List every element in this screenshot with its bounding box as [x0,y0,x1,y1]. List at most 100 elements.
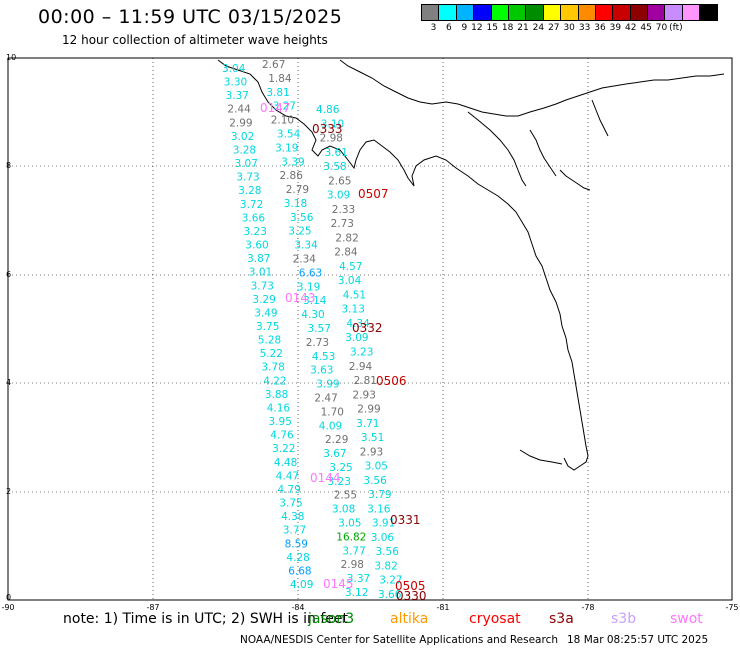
wave-height-value: 2.73 [306,337,329,349]
wave-height-value: 2.99 [229,117,252,129]
x-tick-label: -90 [1,603,14,612]
wave-height-value: 3.66 [378,589,402,601]
wave-height-value: 3.09 [327,190,350,202]
pass-time-label: 0332 [352,321,383,335]
wave-height-value: 3.63 [310,365,333,377]
legend-labels: 3 6 9 12 15 18 21 24 27 30 33 36 39 42 45 70 (ft) [421,23,717,33]
x-tick-label: -78 [581,603,594,612]
wave-height-value: 3.57 [308,323,331,335]
pass-time-label: 0145 [323,577,354,591]
legend-value: 70 [655,23,668,33]
pass-time-label: 0331 [390,513,421,527]
wave-height-value: 4.16 [267,403,291,415]
y-tick-label: 2 [6,487,11,496]
color-legend: 3 6 9 12 15 18 21 24 27 30 33 36 39 42 45 70 (ft) [421,4,718,33]
track-a: 3.043.303.372.442.993.023.283.073.733.28… [222,63,313,591]
y-tick-label: 4 [6,378,11,387]
wave-height-value: 3.28 [233,145,256,157]
pass-time-label: 0333 [312,122,343,136]
wave-height-value: 3.56 [376,546,400,558]
wave-height-value: 3.27 [273,101,296,113]
legend-swatches [421,4,718,21]
wave-height-value: 2.98 [341,559,364,571]
legend-value: 6 [446,23,452,33]
pass-time-label: 0505 [395,579,426,593]
legend-value: 39 [609,23,622,33]
legend-value: 24 [532,23,545,33]
wave-height-value: 2.65 [328,175,351,187]
wave-height-value: 3.22 [272,443,295,455]
wave-height-value: 2.81 [354,375,377,387]
pass-labels: 0147 0333 0507 0143 0332 0506 0144 0331 0145 0505… [260,101,427,603]
wave-height-value: 3.01 [249,267,272,279]
wave-height-value: 3.56 [363,475,387,487]
wave-height-value: 2.47 [314,393,337,405]
wave-height-value: 3.06 [371,532,395,544]
wave-height-value: 3.72 [240,199,263,211]
wave-height-value: 3.73 [236,172,259,184]
wave-height-value: 3.23 [244,226,267,238]
wave-height-value: 3.54 [277,129,301,141]
wave-height-value: 4.51 [343,289,366,301]
generated-timestamp: 18 Mar 08:25:57 UTC 2025 [567,634,709,646]
wave-height-value: 3.13 [342,304,365,316]
wave-height-value: 3.95 [269,416,292,428]
y-tick-label: 10 [6,53,16,62]
wave-height-value: 3.34 [294,240,318,252]
wave-height-value: 3.73 [251,280,274,292]
wave-height-value: 4.09 [319,420,342,432]
wave-height-value: 4.57 [339,261,362,273]
wave-height-value: 3.27 [379,575,402,587]
wave-height-value: 3.02 [231,131,254,143]
wave-height-value: 3.05 [338,518,361,530]
wave-height-value: 2.99 [357,404,380,416]
graticule [8,58,732,600]
wave-height-value: 3.14 [303,295,327,307]
satellite-label-altika: altika [390,611,429,627]
wave-height-value: 3.67 [323,448,346,460]
wave-height-value: 5.22 [260,348,283,360]
wave-height-value: 3.30 [224,77,247,89]
wave-height-value: 8.59 [285,538,308,550]
wave-height-value: 3.18 [284,198,307,210]
wave-height-value: 2.33 [332,204,355,216]
y-axis-ticks: 10 8 6 4 2 0 [6,53,16,602]
legend-value: 18 [501,23,514,33]
wave-height-value: 3.58 [323,161,346,173]
satellite-label-jason3: jason3 [308,611,355,627]
wave-height-value: 3.29 [252,294,275,306]
pass-time-label: 0506 [376,374,407,388]
wave-height-value: 4.76 [270,430,294,442]
legend-value: 21 [517,23,529,33]
wave-height-value: 3.08 [332,504,355,516]
wave-height-value: 3.51 [361,432,384,444]
track-b: 2.671.843.813.272.103.543.193.392.862.79… [262,59,370,599]
wave-height-value: 4.38 [281,511,304,523]
legend-swatch [699,4,718,21]
legend-value: 30 [563,23,575,33]
wave-height-value: 3.88 [265,389,288,401]
credit-line: NOAA/NESDIS Center for Satellite Applica… [240,634,558,646]
wave-height-value: 3.99 [316,379,339,391]
legend-value: 3 [430,23,437,33]
pass-time-label: 0144 [310,471,341,485]
legend-value: 33 [578,23,591,33]
wave-height-value: 6.68 [288,565,311,577]
track-c: 4.86 3.10 2.98 3.61 3.58 2.65 3.09 2.33 2.73 2.82… [316,104,403,601]
footer-note: note: 1) Time is in UTC; 2) SWH is in fe… [63,611,349,627]
wave-height-value: 3.49 [254,307,277,319]
wave-height-value: 3.07 [235,158,258,170]
wave-height-value: 3.10 [321,118,344,130]
wave-height-value: 3.91 [372,518,395,530]
wave-height-value: 1.84 [268,73,292,85]
wave-height-value: 3.25 [329,462,352,474]
wave-height-value: 3.79 [368,489,391,501]
wave-height-value: 3.78 [261,362,284,374]
satellite-label-swot: swot [670,611,703,627]
pass-time-label: 0143 [285,291,316,305]
wave-height-value: 2.29 [325,434,348,446]
pass-time-label: 0330 [396,589,427,603]
wave-height-value: 4.30 [301,309,324,321]
wave-height-value: 4.28 [286,552,309,564]
